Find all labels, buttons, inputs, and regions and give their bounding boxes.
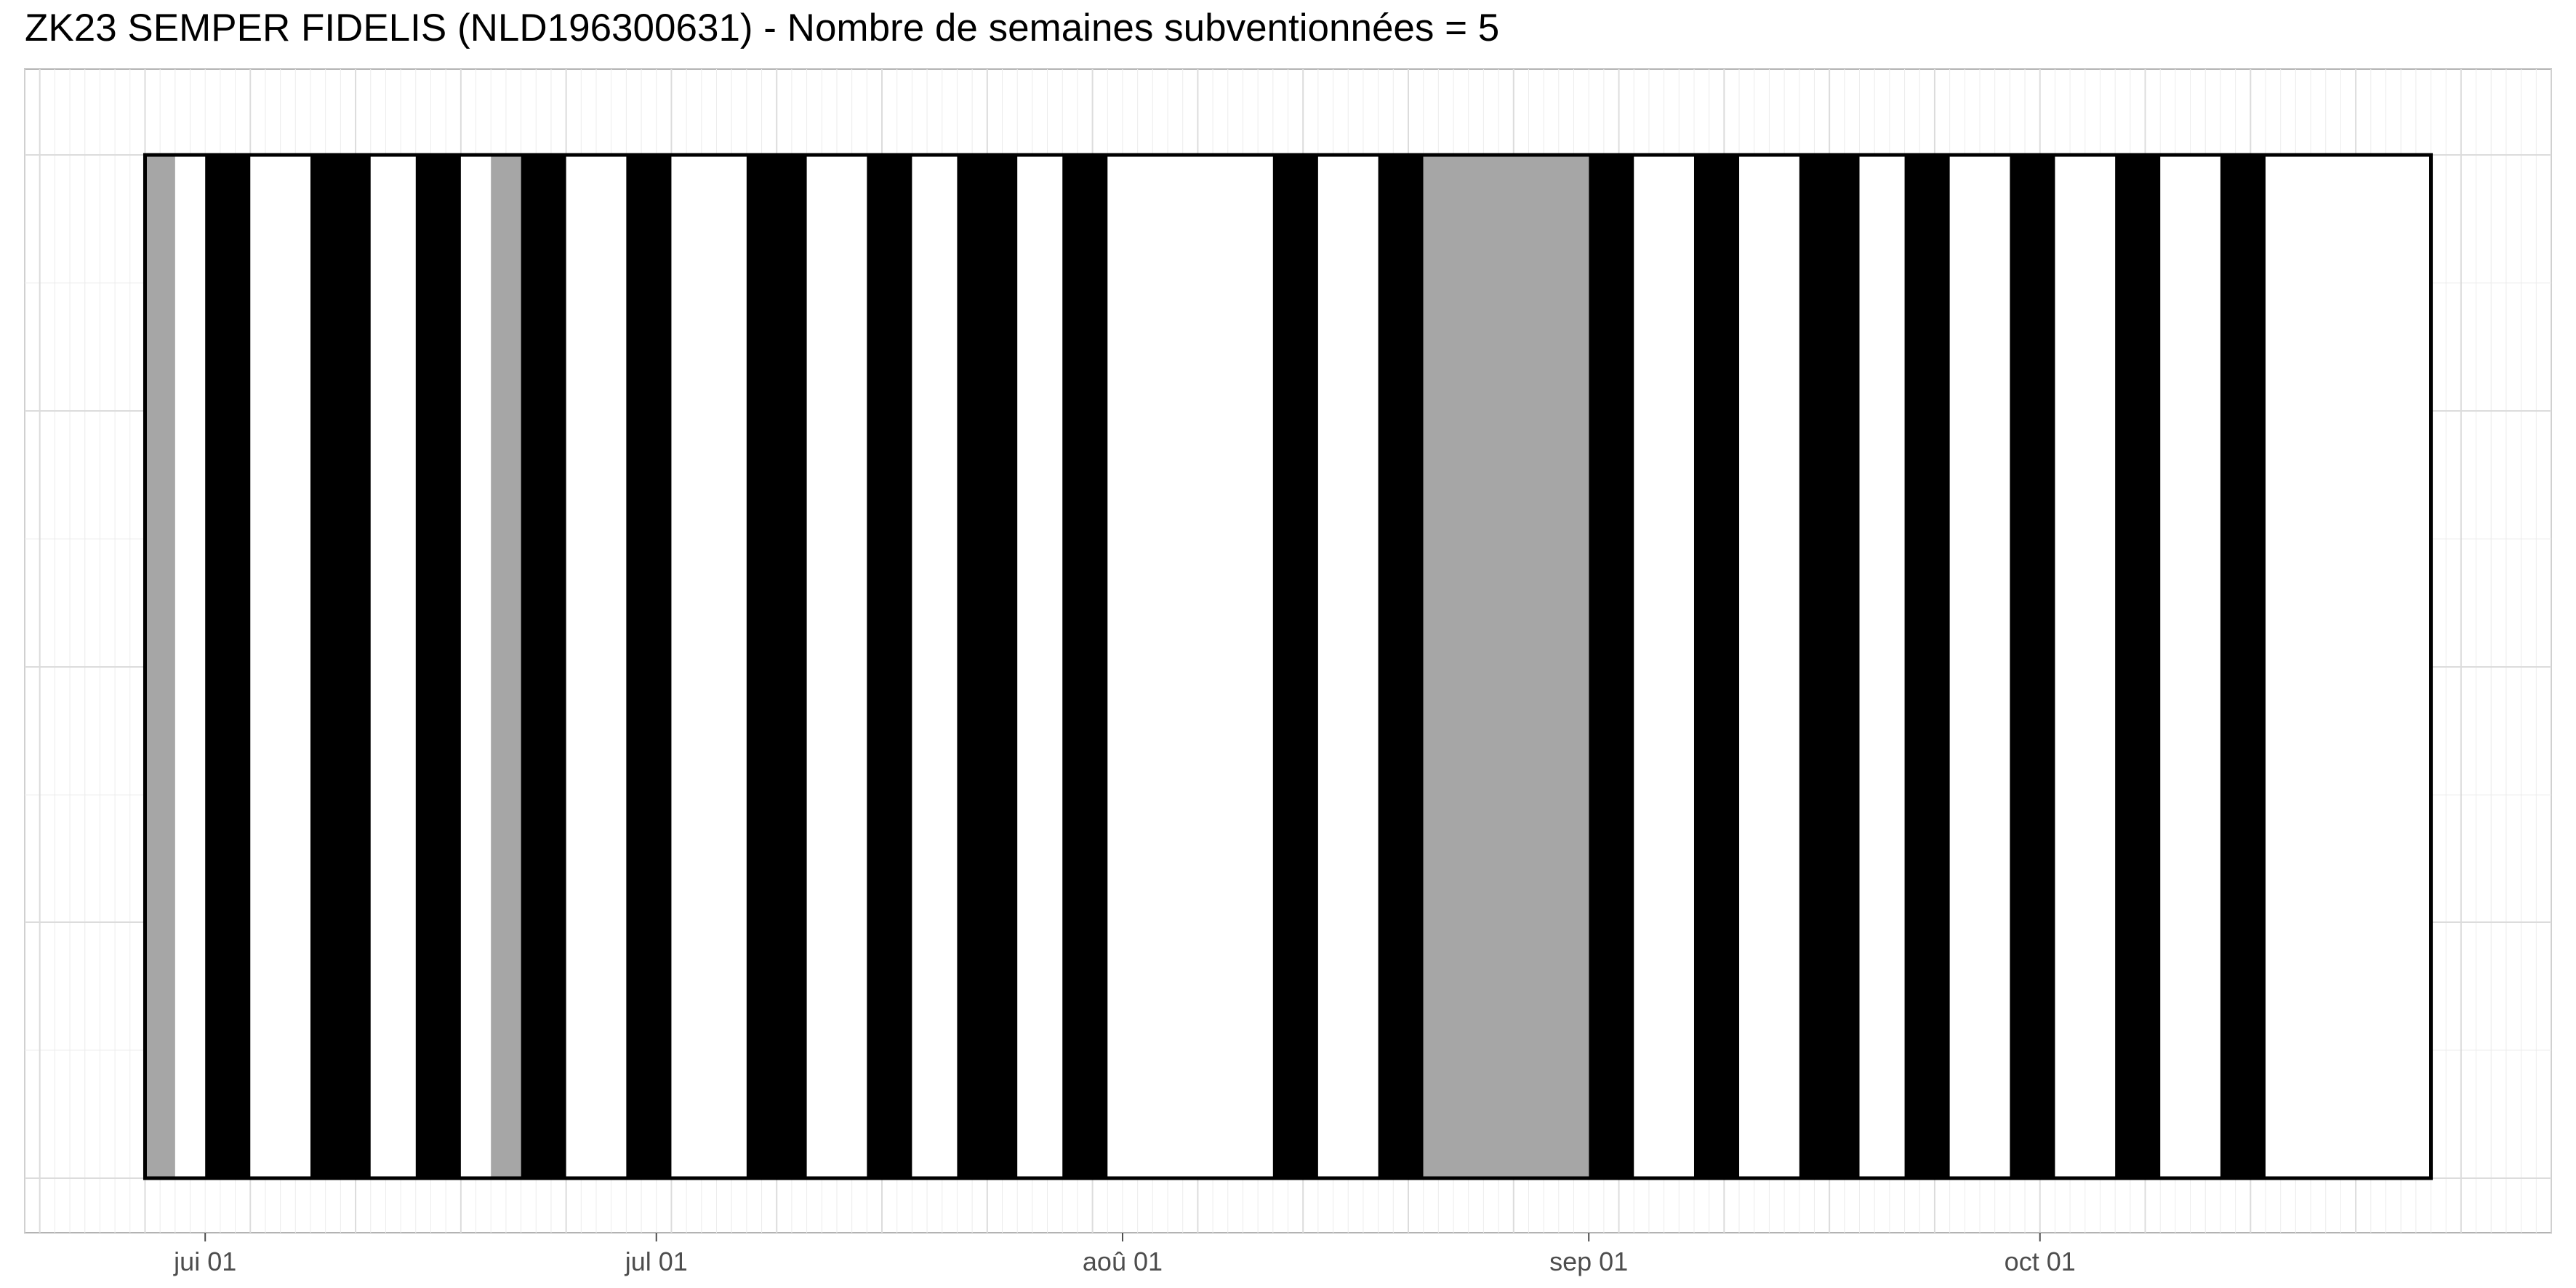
bar-black-2 [310, 155, 371, 1178]
bar-black-10 [1272, 155, 1318, 1178]
bar-black-18 [2220, 155, 2266, 1178]
x-tick-label: sep 01 [1549, 1247, 1628, 1276]
bar-black-13 [1693, 155, 1740, 1178]
x-tick-label: oct 01 [2005, 1247, 2076, 1276]
bar-gray-2 [491, 155, 521, 1178]
timeline-frame [143, 153, 2433, 1180]
chart-title: ZK23 SEMPER FIDELIS (NLD196300631) - Nom… [25, 7, 1500, 49]
bar-black-7 [867, 155, 912, 1178]
bar-black-6 [746, 155, 807, 1178]
bar-black-11 [1378, 155, 1424, 1178]
bar-black-9 [1062, 155, 1108, 1178]
bar-gray-1 [145, 155, 175, 1178]
bar-black-16 [2010, 155, 2055, 1178]
bar-black-3 [415, 155, 461, 1178]
bars-layer [145, 155, 2266, 1178]
x-tick-label: jui 01 [173, 1247, 236, 1276]
bar-black-14 [1799, 155, 1860, 1178]
bar-black-5 [626, 155, 672, 1178]
bar-black-8 [957, 155, 1018, 1178]
bar-black-12 [1589, 155, 1634, 1178]
bar-black-1 [205, 155, 251, 1178]
bar-black-17 [2115, 155, 2161, 1178]
x-tick-label: aoû 01 [1083, 1247, 1163, 1276]
bar-gray-3 [1423, 155, 1589, 1178]
x-axis: jui 01 jul 01 aoû 01 sep 01 oct 01 [173, 1233, 2076, 1276]
bar-black-15 [1904, 155, 1950, 1178]
x-tick-label: jul 01 [625, 1247, 688, 1276]
bar-black-4 [521, 155, 566, 1178]
